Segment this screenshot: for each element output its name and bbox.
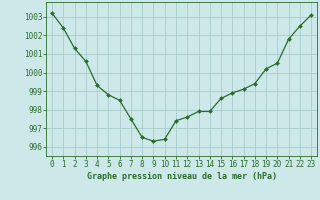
X-axis label: Graphe pression niveau de la mer (hPa): Graphe pression niveau de la mer (hPa): [87, 172, 276, 181]
